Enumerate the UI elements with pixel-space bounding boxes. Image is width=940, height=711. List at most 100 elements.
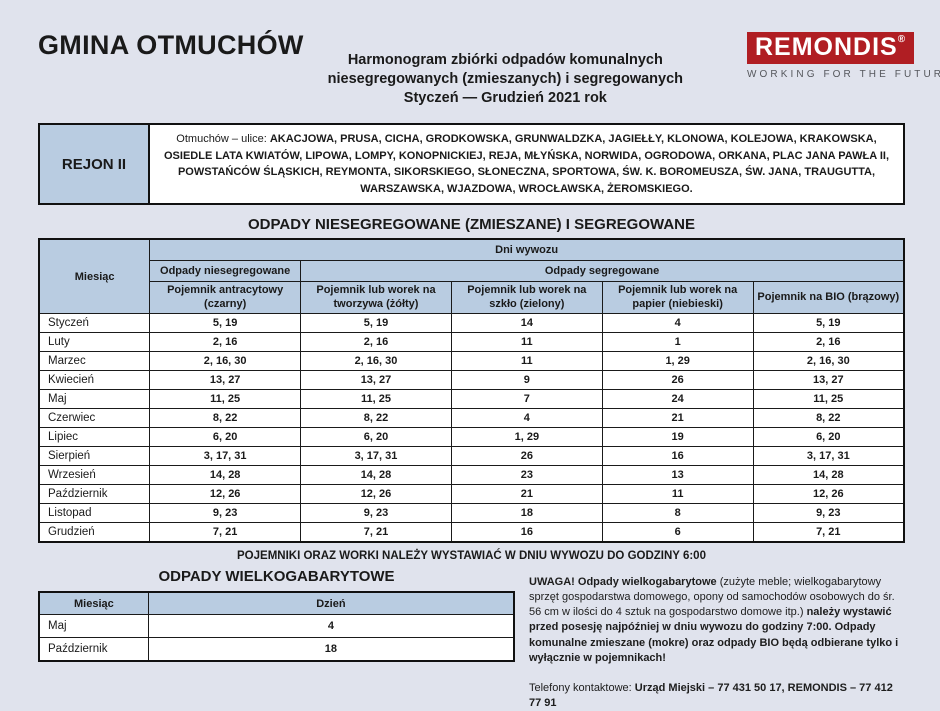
days-cell: 7 <box>450 389 603 410</box>
days-cell: 1, 29 <box>450 427 603 448</box>
bulky-section-title: ODPADY WIELKOGABARYTOWE <box>158 567 395 585</box>
days-cell: 6, 20 <box>752 427 905 448</box>
days-cell: 16 <box>450 522 603 543</box>
table-row: Luty 2, 16 2, 16 11 1 2, 16 <box>38 332 905 353</box>
table-row: Czerwiec 8, 22 8, 22 4 21 8, 22 <box>38 408 905 429</box>
days-cell: 2, 16, 30 <box>752 351 905 372</box>
municipality-title: GMINA OTMUCHÓW <box>38 30 304 60</box>
month-cell: Lipiec <box>38 427 151 448</box>
bin-header-yellow: Pojemnik lub worek na tworzywa (żółty) <box>300 280 452 315</box>
bulky-header-month: Miesiąc <box>38 591 149 616</box>
days-cell: 6 <box>601 522 754 543</box>
subtitle-line-3: Styczeń — Grudzień 2021 rok <box>403 90 607 107</box>
main-section-title: ODPADY NIESEGREGOWANE (ZMIESZANE) I SEGR… <box>248 216 695 234</box>
days-cell: 14, 28 <box>752 465 905 486</box>
streets-prefix: Otmuchów – ulice: <box>176 133 270 146</box>
registered-trademark-icon: ® <box>897 34 907 45</box>
remondis-logo-box: REMONDIS® <box>747 32 915 65</box>
days-cell: 11, 25 <box>149 389 302 410</box>
days-cell: 11 <box>450 351 603 372</box>
days-cell: 1, 29 <box>601 351 754 372</box>
month-cell: Luty <box>38 332 151 353</box>
days-cell: 26 <box>601 370 754 391</box>
collection-schedule-table: Miesiąc Dni wywozu Odpady niesegregowane… <box>38 238 905 543</box>
days-cell: 8 <box>601 503 754 524</box>
days-cell: 4 <box>601 313 754 334</box>
days-cell: 11 <box>450 332 603 353</box>
days-cell: 11, 25 <box>752 389 905 410</box>
days-cell: 12, 26 <box>752 484 905 505</box>
day-cell: 18 <box>147 637 515 662</box>
month-cell: Październik <box>38 484 151 505</box>
days-cell: 24 <box>601 389 754 410</box>
days-cell: 9, 23 <box>752 503 905 524</box>
days-cell: 5, 19 <box>752 313 905 334</box>
days-cell: 13, 27 <box>149 370 302 391</box>
days-cell: 14, 28 <box>300 465 452 486</box>
days-cell: 8, 22 <box>752 408 905 429</box>
region-streets: Otmuchów – ulice: AKACJOWA, PRUSA, CICHA… <box>150 125 903 203</box>
days-cell: 4 <box>450 408 603 429</box>
days-cell: 2, 16, 30 <box>149 351 302 372</box>
table-row: Wrzesień 14, 28 14, 28 23 13 14, 28 <box>38 465 905 486</box>
days-cell: 9, 23 <box>300 503 452 524</box>
month-cell: Maj <box>38 614 149 639</box>
month-cell: Styczeń <box>38 313 151 334</box>
setout-time-note: POJEMNIKI ORAZ WORKI NALEŻY WYSTAWIAĆ W … <box>237 549 706 562</box>
table-row: Maj 11, 25 11, 25 7 24 11, 25 <box>38 389 905 410</box>
days-cell: 11, 25 <box>300 389 452 410</box>
contact-phones: Telefony kontaktowe: Urząd Miejski – 77 … <box>529 681 905 711</box>
schedule-subtitle: Harmonogram zbiórki odpadów komunalnych … <box>304 51 747 108</box>
group-header-segregated: Odpady segregowane <box>300 259 905 282</box>
days-cell: 13 <box>601 465 754 486</box>
remondis-tagline: WORKING FOR THE FUTURE <box>747 69 940 81</box>
table-row: Listopad 9, 23 9, 23 18 8 9, 23 <box>38 503 905 524</box>
table-row: Grudzień 7, 21 7, 21 16 6 7, 21 <box>38 522 905 543</box>
remondis-brand-text: REMONDIS <box>755 33 898 61</box>
month-cell: Grudzień <box>38 522 151 543</box>
region-label: REJON II <box>40 125 150 204</box>
table-row: Październik 18 <box>38 637 515 662</box>
days-cell: 9 <box>450 370 603 391</box>
bin-header-black: Pojemnik antracytowy (czarny) <box>149 280 302 315</box>
column-header-days: Dni wywozu <box>149 238 905 261</box>
days-cell: 12, 26 <box>149 484 302 505</box>
streets-list: AKACJOWA, PRUSA, CICHA, GRODKOWSKA, GRUN… <box>164 133 889 195</box>
days-cell: 13, 27 <box>300 370 452 391</box>
days-cell: 14, 28 <box>149 465 302 486</box>
month-cell: Marzec <box>38 351 151 372</box>
days-cell: 16 <box>601 446 754 467</box>
schedule-page: GMINA OTMUCHÓW Harmonogram zbiórki odpad… <box>38 24 940 709</box>
days-cell: 8, 22 <box>300 408 452 429</box>
month-cell: Październik <box>38 637 149 662</box>
table-row: Styczeń 5, 19 5, 19 14 4 5, 19 <box>38 313 905 334</box>
days-cell: 2, 16 <box>149 332 302 353</box>
days-cell: 18 <box>450 503 603 524</box>
table-row: Lipiec 6, 20 6, 20 1, 29 19 6, 20 <box>38 427 905 448</box>
days-cell: 5, 19 <box>149 313 302 334</box>
days-cell: 3, 17, 31 <box>752 446 905 467</box>
column-header-month: Miesiąc <box>38 238 151 315</box>
bin-header-green: Pojemnik lub worek na szkło (zielony) <box>450 280 603 315</box>
days-cell: 19 <box>601 427 754 448</box>
days-cell: 1 <box>601 332 754 353</box>
notices-area: UWAGA! Odpady wielkogabarytowe (zużyte m… <box>515 566 905 711</box>
days-cell: 7, 21 <box>752 522 905 543</box>
warning-tail: należy wystawić przed posesję najpóźniej… <box>529 606 899 664</box>
group-header-unsegregated: Odpady niesegregowane <box>149 259 302 282</box>
days-cell: 21 <box>601 408 754 429</box>
days-cell: 2, 16, 30 <box>300 351 452 372</box>
month-cell: Listopad <box>38 503 151 524</box>
page-header: GMINA OTMUCHÓW Harmonogram zbiórki odpad… <box>38 24 940 108</box>
days-cell: 3, 17, 31 <box>149 446 302 467</box>
bulky-waste-warning: UWAGA! Odpady wielkogabarytowe (zużyte m… <box>529 575 905 666</box>
days-cell: 13, 27 <box>752 370 905 391</box>
subtitle-line-1: Harmonogram zbiórki odpadów komunalnych <box>347 52 663 68</box>
table-row: Marzec 2, 16, 30 2, 16, 30 11 1, 29 2, 1… <box>38 351 905 372</box>
days-cell: 26 <box>450 446 603 467</box>
month-cell: Wrzesień <box>38 465 151 486</box>
days-cell: 7, 21 <box>149 522 302 543</box>
bottom-area: ODPADY WIELKOGABARYTOWE Miesiąc Dzień Ma… <box>38 566 905 711</box>
warning-lead: UWAGA! Odpady wielkogabarytowe <box>529 575 717 588</box>
bin-header-blue: Pojemnik lub worek na papier (niebieski) <box>601 280 754 315</box>
